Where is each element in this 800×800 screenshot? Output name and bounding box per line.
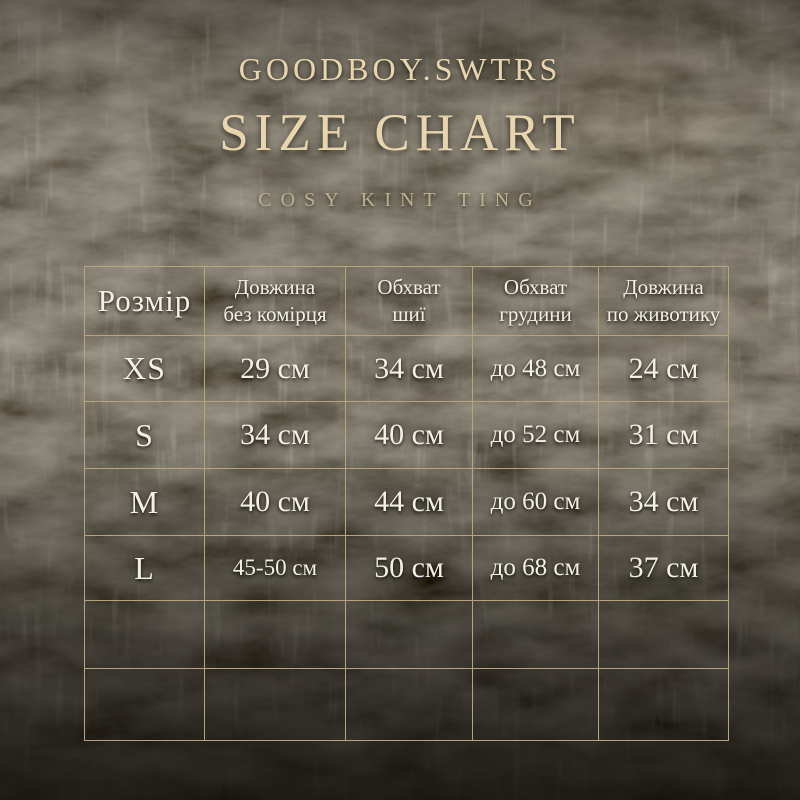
col-header-text: Розмір xyxy=(97,282,192,318)
brand-logo: GOODBOY.SWTRS xyxy=(238,51,562,87)
table-row-l: L 45-50 см 50 см до 68 см 37 см xyxy=(84,535,729,601)
col-header-text: Обхват xyxy=(503,274,568,299)
col-header-neck-girth: Обхват шиї xyxy=(345,266,473,336)
measurement-cell: 34 см xyxy=(345,335,473,402)
measurement-cell: 40 см xyxy=(345,401,473,469)
measurement-cell: 31 см xyxy=(598,401,729,469)
empty-cell xyxy=(345,600,473,669)
measurement-cell: 45-50 см xyxy=(204,535,346,601)
col-header-text: шиї xyxy=(392,302,426,326)
measurement-cell: 44 см xyxy=(345,468,473,536)
table-row-m: M 40 см 44 см до 60 см 34 см xyxy=(84,468,729,536)
empty-cell xyxy=(472,668,599,741)
measurement-cell: до 60 см xyxy=(472,468,599,536)
page-subtitle: COSY KINT TING xyxy=(258,189,542,211)
size-cell: L xyxy=(84,535,205,601)
table-header-row: Розмір Довжина без комірця Обхват шиї Об… xyxy=(84,266,729,336)
col-header-size: Розмір xyxy=(84,266,205,336)
empty-cell xyxy=(84,668,205,741)
measurement-cell: 34 см xyxy=(598,468,729,536)
size-cell: S xyxy=(84,401,205,469)
measurement-cell: до 52 см xyxy=(472,401,599,469)
col-header-text: Довжина xyxy=(234,274,316,299)
measurement-cell: до 48 см xyxy=(472,335,599,402)
measurement-cell: 34 см xyxy=(204,401,346,469)
col-header-text: без комірця xyxy=(223,302,327,326)
col-header-belly-length: Довжина по животику xyxy=(598,266,729,336)
empty-cell xyxy=(598,600,729,669)
measurement-cell: 50 см xyxy=(345,535,473,601)
measurement-cell: до 68 см xyxy=(472,535,599,601)
empty-cell xyxy=(598,668,729,741)
empty-cell xyxy=(204,668,346,741)
size-table: Розмір Довжина без комірця Обхват шиї Об… xyxy=(84,266,729,741)
measurement-cell: 24 см xyxy=(598,335,729,402)
empty-cell xyxy=(84,600,205,669)
table-row-empty xyxy=(84,600,729,669)
col-header-length-no-collar: Довжина без комірця xyxy=(204,266,346,336)
col-header-text: грудини xyxy=(499,302,572,326)
table-row-empty xyxy=(84,668,729,741)
col-header-text: Обхват xyxy=(377,274,441,299)
col-header-text: Довжина xyxy=(623,274,704,299)
table-row-s: S 34 см 40 см до 52 см 31 см xyxy=(84,401,729,469)
measurement-cell: 40 см xyxy=(204,468,346,536)
measurement-cell: 37 см xyxy=(598,535,729,601)
table-row-xs: XS 29 см 34 см до 48 см 24 см xyxy=(84,335,729,402)
col-header-text: по животику xyxy=(606,302,721,326)
size-cell: M xyxy=(84,468,205,536)
empty-cell xyxy=(472,600,599,669)
page-title: SIZE CHART xyxy=(219,104,581,162)
empty-cell xyxy=(345,668,473,741)
measurement-cell: 29 см xyxy=(204,335,346,402)
size-cell: XS xyxy=(84,335,205,402)
col-header-chest-girth: Обхват грудини xyxy=(472,266,599,336)
empty-cell xyxy=(204,600,346,669)
